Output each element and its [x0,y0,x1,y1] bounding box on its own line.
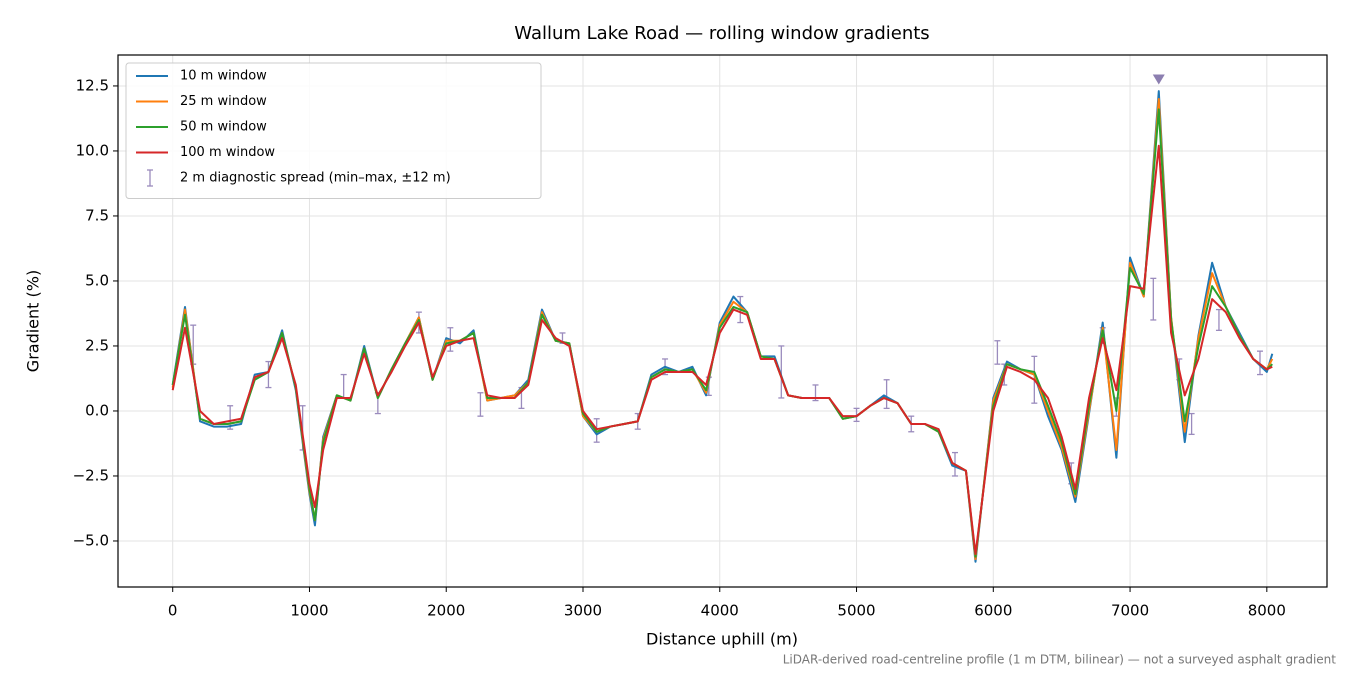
legend-swatch [147,169,153,187]
x-tick-label: 7000 [1111,602,1149,620]
series-line [171,144,1273,555]
x-tick-label: 6000 [974,602,1012,620]
error-bar [883,379,890,410]
y-axis-label: Gradient (%) [24,270,43,372]
x-tick-label: 1000 [290,602,328,620]
error-bar [1256,350,1263,376]
y-tick-label: 0.0 [85,401,109,419]
y-tick-label: 10.0 [76,141,109,159]
error-bar [853,407,860,423]
legend-label: 50 m window [180,120,267,135]
plot-frame [117,54,1328,588]
x-tick-label: 2000 [427,602,465,620]
y-tick-label: 7.5 [85,206,109,224]
y-tick-label: −5.0 [73,531,109,549]
x-tick-label: 0 [168,602,178,620]
error-bar [477,392,484,417]
chart-title: Wallum Lake Road — rolling window gradie… [514,23,929,44]
footnote: LiDAR-derived road-centreline profile (1… [783,653,1337,667]
peak-marker [1152,74,1165,85]
error-bar [265,360,272,389]
y-tick-label: 2.5 [85,336,109,354]
error-bar [778,345,785,399]
legend-box [125,62,542,199]
error-bar [1188,412,1195,436]
legend-label: 2 m diagnostic spread (min–max, ±12 m) [180,171,451,186]
y-tick-label: 12.5 [76,76,109,94]
legend-label: 10 m window [180,69,267,84]
y-tick-label: −2.5 [73,466,109,484]
x-tick-label: 3000 [564,602,602,620]
x-tick-label: 4000 [701,602,739,620]
error-bar [994,340,1001,365]
legend-label: 100 m window [180,145,275,160]
legend-label: 25 m window [180,94,267,109]
error-bar [1150,277,1157,321]
y-tick-label: 5.0 [85,271,109,289]
error-bar [1215,308,1222,332]
x-tick-label: 8000 [1248,602,1286,620]
x-axis-label: Distance uphill (m) [646,630,798,649]
x-tick-label: 5000 [837,602,875,620]
